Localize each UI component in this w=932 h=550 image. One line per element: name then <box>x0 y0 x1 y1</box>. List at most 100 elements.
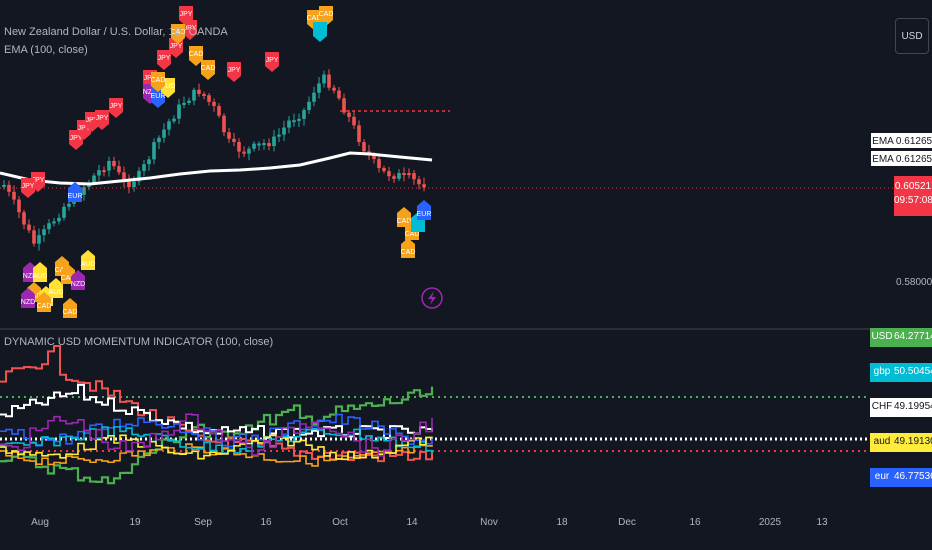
candle <box>357 125 361 143</box>
candle <box>177 104 181 119</box>
marker-label: JPY <box>266 57 279 64</box>
signal-marker: EUR <box>68 182 82 202</box>
lightning-icon[interactable] <box>421 287 443 309</box>
candle <box>102 170 106 173</box>
candle <box>37 235 41 244</box>
marker-label: AUD <box>161 83 176 90</box>
candle <box>407 173 411 176</box>
ema-legend[interactable]: EMA (100, close) <box>4 44 88 56</box>
candle <box>397 173 401 179</box>
signal-marker: JPY <box>157 50 171 70</box>
candle <box>267 143 271 147</box>
marker-shape <box>81 250 95 270</box>
signal-marker: CAD <box>397 207 412 227</box>
time-axis-label: 19 <box>129 517 141 528</box>
candle <box>67 203 71 207</box>
marker-shape <box>179 6 193 26</box>
indicator-tag-key: aud <box>873 436 891 447</box>
marker-shape <box>227 62 241 82</box>
candle <box>167 121 171 130</box>
candle <box>2 184 6 187</box>
signal-marker: CAD <box>171 24 186 44</box>
price-level-label: 0.58000 <box>896 277 932 288</box>
candle <box>297 118 301 121</box>
candle <box>57 217 61 222</box>
pane-divider[interactable] <box>0 328 932 330</box>
candle <box>27 224 31 231</box>
signal-marker: NZD <box>21 288 35 308</box>
candle <box>152 142 156 160</box>
indicator-tag-key: CHF <box>871 401 893 412</box>
signal-marker: CAD <box>37 292 51 312</box>
marker-label: CAD <box>401 249 416 256</box>
marker-shape <box>189 46 203 66</box>
currency-button[interactable]: USD <box>895 18 929 54</box>
candle <box>252 143 256 149</box>
indicator-tag-key: gbp <box>873 366 891 377</box>
candle <box>302 110 306 119</box>
signal-marker: CAD <box>189 46 203 66</box>
marker-shape <box>169 38 183 58</box>
candle <box>212 101 216 106</box>
marker-label: JPY <box>170 43 183 50</box>
candle <box>312 92 316 102</box>
candle <box>132 181 136 188</box>
candle <box>112 160 116 167</box>
indicator-tag-value: 50.50454 <box>894 366 932 377</box>
indicator-tag-aud: aud 49.19130 <box>870 433 932 452</box>
ema-price-tag: EMA 0.61265 <box>870 132 932 149</box>
candle <box>377 159 381 169</box>
ema-line <box>0 151 433 186</box>
marker-label: JPY <box>228 67 241 74</box>
marker-shape <box>151 88 165 108</box>
candle <box>327 74 331 88</box>
signal-marker: JPY <box>21 178 35 198</box>
marker-label: JPY <box>144 75 157 82</box>
marker-shape <box>21 288 35 308</box>
marker-label: CAD <box>171 29 186 36</box>
candle <box>137 170 141 182</box>
marker-label: JPY <box>180 11 193 18</box>
marker-shape <box>151 72 165 92</box>
marker-shape <box>319 6 333 26</box>
signal-marker: AUD <box>49 278 63 298</box>
marker-label: CAD <box>397 218 412 225</box>
time-axis-label: 14 <box>406 517 418 528</box>
candle <box>287 120 291 128</box>
indicator-pane[interactable] <box>0 345 870 485</box>
marker-shape <box>33 262 47 282</box>
last-price: 0.60521 <box>894 181 932 192</box>
candle <box>257 143 261 146</box>
indicator-legend[interactable]: DYNAMIC USD MOMENTUM INDICATOR (100, clo… <box>4 336 274 348</box>
marker-label: NZD <box>71 281 85 288</box>
indicator-tag-value: 46.77536 <box>894 471 932 482</box>
ema-tag-value: 0.61265 <box>895 133 932 148</box>
signal-marker: EUR <box>151 88 166 108</box>
candle <box>317 83 321 93</box>
marker-shape <box>49 278 63 298</box>
time-axis-label: Oct <box>332 517 348 528</box>
indicator-tag-usd: USD 64.27714 <box>870 328 932 347</box>
candle <box>82 187 86 195</box>
candle <box>242 151 246 154</box>
candle <box>292 120 296 123</box>
price-pane[interactable]: JPYJPYJPYJPYJPYJPYJPYJPYJPYJPYJPYJPYJPYJ… <box>0 6 894 318</box>
symbol-title[interactable]: New Zealand Dollar / U.S. Dollar, 1D, OA… <box>4 26 228 38</box>
marker-label: JPY <box>158 55 171 62</box>
candle <box>47 223 51 230</box>
candle <box>187 100 191 103</box>
time-axis-label: 18 <box>556 517 568 528</box>
indicator-tag-value: 49.19954 <box>894 401 932 412</box>
signal-marker: CAD <box>63 298 77 318</box>
indicator-tag-value: 49.19130 <box>894 436 932 447</box>
marker-label: JPY <box>86 117 99 124</box>
marker-label: EUR <box>151 93 166 100</box>
candle <box>417 179 421 185</box>
candle <box>392 176 396 179</box>
signal-marker: NZD <box>71 270 85 290</box>
indicator-tag-key: eur <box>874 471 890 482</box>
candle <box>117 166 121 173</box>
candle <box>382 168 386 172</box>
ema-tag-key: EMA <box>872 154 894 165</box>
